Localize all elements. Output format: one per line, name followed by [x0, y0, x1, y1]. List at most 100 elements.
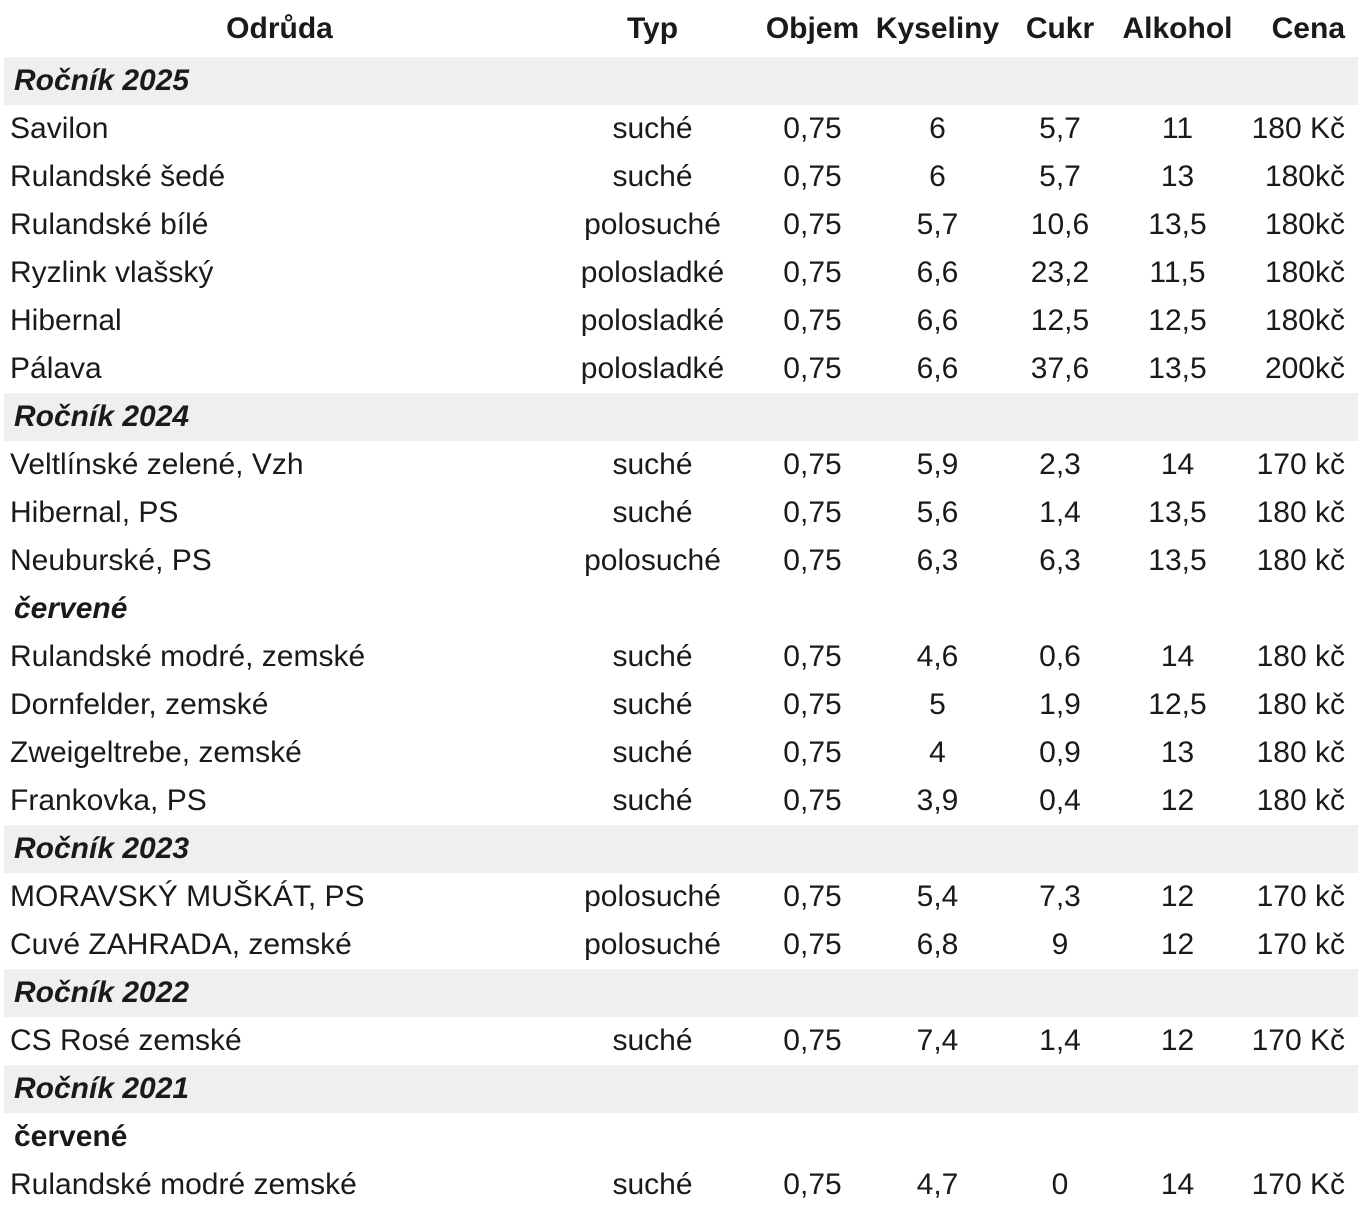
wine-name-cell: Hibernal, PS [10, 496, 179, 529]
wine-cena-cell: 180kč [1264, 160, 1345, 193]
wine-typ-cell: suché [612, 112, 693, 145]
wine-name-cell: Cuvé ZAHRADA, zemské [10, 928, 352, 961]
vintage-section-row: Ročník 2022 [4, 969, 1358, 1017]
wine-cena-cell: 200kč [1264, 352, 1345, 385]
vintage-section-label: Ročník 2024 [14, 400, 190, 433]
column-header-kyseliny: Kyseliny [875, 11, 1000, 45]
wine-name-cell: Veltlínské zelené, Vzh [10, 448, 304, 481]
wine-cena-cell: 180kč [1264, 208, 1345, 241]
wine-objem-cell: 0,75 [783, 544, 842, 577]
wine-typ-cell: suché [612, 784, 693, 817]
wine-kyseliny-cell: 4,6 [916, 640, 959, 673]
category-subheader-label: červené [14, 1120, 128, 1153]
category-subheader-row: červené [4, 585, 1358, 633]
wine-name-cell: Dornfelder, zemské [10, 688, 269, 721]
wine-row: Hibernal, PS suché 0,75 5,6 1,4 13,5 180 kč [4, 489, 1358, 537]
wine-row: Rulandské šedé suché 0,75 6 5,7 13 180kč [4, 153, 1358, 201]
wine-cena-cell: 180 kč [1256, 640, 1345, 673]
wine-name-cell: MORAVSKÝ MUŠKÁT, PS [10, 880, 365, 913]
wine-cukr-cell: 0,6 [1039, 640, 1081, 673]
wine-typ-cell: polosladké [580, 304, 725, 337]
wine-objem-cell: 0,75 [783, 736, 842, 769]
wine-typ-cell: polosuché [584, 208, 721, 241]
wine-name-cell: Rulandské bílé [10, 208, 209, 241]
wine-typ-cell: polosladké [580, 352, 725, 385]
wine-typ-cell: polosuché [584, 880, 721, 913]
wine-typ-cell: suché [612, 1024, 693, 1057]
wine-row: Ryzlink vlašský polosladké 0,75 6,6 23,2 11,5… [4, 249, 1358, 297]
category-subheader-row: červené [4, 1113, 1358, 1161]
wine-cena-cell: 180 kč [1256, 784, 1345, 817]
wine-name-cell: Zweigeltrebe, zemské [10, 736, 302, 769]
wine-row: Frankovka, PS suché 0,75 3,9 0,4 12 180 kč [4, 777, 1358, 825]
wine-objem-cell: 0,75 [783, 160, 842, 193]
wine-objem-cell: 0,75 [783, 496, 842, 529]
column-header-cena: Cena [1271, 11, 1345, 45]
wine-name-cell: Ryzlink vlašský [10, 256, 214, 289]
wine-cena-cell: 180 kč [1256, 688, 1345, 721]
wine-row: Hibernal polosladké 0,75 6,6 12,5 12,5 180kč [4, 297, 1358, 345]
wine-kyseliny-cell: 5,9 [916, 448, 959, 481]
wine-kyseliny-cell: 6,3 [916, 544, 959, 577]
wine-objem-cell: 0,75 [783, 1168, 842, 1201]
wine-kyseliny-cell: 6,6 [916, 256, 959, 289]
wine-typ-cell: suché [612, 160, 693, 193]
wine-alkohol-cell: 12,5 [1148, 688, 1207, 721]
wine-objem-cell: 0,75 [783, 352, 842, 385]
wine-kyseliny-cell: 5,7 [916, 208, 959, 241]
wine-typ-cell: suché [612, 448, 693, 481]
wine-typ-cell: polosladké [580, 256, 725, 289]
wine-objem-cell: 0,75 [783, 112, 842, 145]
wine-cena-cell: 180 kč [1256, 544, 1345, 577]
wine-row: Veltlínské zelené, Vzh suché 0,75 5,9 2,3 14 1… [4, 441, 1358, 489]
wine-alkohol-cell: 11 [1161, 112, 1194, 145]
wine-cukr-cell: 1,4 [1039, 1024, 1081, 1057]
wine-alkohol-cell: 13,5 [1148, 496, 1207, 529]
wine-cukr-cell: 10,6 [1030, 208, 1090, 241]
wine-kyseliny-cell: 4 [929, 736, 946, 769]
wine-typ-cell: suché [612, 688, 693, 721]
wine-objem-cell: 0,75 [783, 880, 842, 913]
wine-name-cell: Savilon [10, 112, 109, 145]
wine-alkohol-cell: 11,5 [1149, 256, 1206, 289]
wine-row: MORAVSKÝ MUŠKÁT, PS polosuché 0,75 5,4 7,3 12… [4, 873, 1358, 921]
wine-row: Rulandské modré, zemské suché 0,75 4,6 0,6 14… [4, 633, 1358, 681]
wine-cena-cell: 170 kč [1256, 448, 1345, 481]
vintage-section-label: Ročník 2021 [14, 1072, 190, 1105]
wine-name-cell: Neuburské, PS [10, 544, 212, 577]
wine-typ-cell: suché [612, 1168, 693, 1201]
wine-name-cell: Rulandské šedé [10, 160, 226, 193]
table-header: Odrůda Typ Objem Kyseliny Cukr Alkohol Cena [4, 0, 1358, 57]
wine-cukr-cell: 0 [1051, 1168, 1069, 1201]
wine-cukr-cell: 23,2 [1030, 256, 1090, 289]
wine-cukr-cell: 0,9 [1039, 736, 1081, 769]
wine-cukr-cell: 1,4 [1039, 496, 1081, 529]
wine-kyseliny-cell: 6 [929, 160, 946, 193]
column-header-objem: Objem [765, 11, 860, 45]
wine-cukr-cell: 1,9 [1039, 688, 1081, 721]
wine-name-cell: Rulandské modré, zemské [10, 640, 366, 673]
wine-cukr-cell: 5,7 [1039, 112, 1081, 145]
wine-cukr-cell: 7,3 [1039, 880, 1081, 913]
wine-cena-cell: 170 Kč [1251, 1168, 1345, 1201]
wine-objem-cell: 0,75 [783, 256, 842, 289]
column-header-name: Odrůda [226, 11, 333, 45]
wine-alkohol-cell: 13,5 [1148, 208, 1207, 241]
wine-objem-cell: 0,75 [783, 304, 842, 337]
wine-objem-cell: 0,75 [783, 784, 842, 817]
wine-kyseliny-cell: 5 [929, 688, 946, 721]
wine-kyseliny-cell: 6,8 [916, 928, 959, 961]
wine-cena-cell: 180 kč [1256, 736, 1345, 769]
wine-row: Cuvé ZAHRADA, zemské polosuché 0,75 6,8 9 12 1… [4, 921, 1358, 969]
wine-kyseliny-cell: 7,4 [916, 1024, 959, 1057]
vintage-section-label: Ročník 2025 [14, 64, 190, 97]
wine-kyseliny-cell: 4,7 [916, 1168, 959, 1201]
wine-alkohol-cell: 13,5 [1148, 544, 1207, 577]
header-row: Odrůda Typ Objem Kyseliny Cukr Alkohol Cena [4, 0, 1358, 57]
wine-alkohol-cell: 13 [1160, 160, 1195, 193]
wine-cena-cell: 170 kč [1256, 928, 1345, 961]
wine-cena-cell: 170 kč [1256, 880, 1345, 913]
wine-row: CS Rosé zemské suché 0,75 7,4 1,4 12 170 Kč [4, 1017, 1358, 1065]
wine-cukr-cell: 5,7 [1039, 160, 1081, 193]
